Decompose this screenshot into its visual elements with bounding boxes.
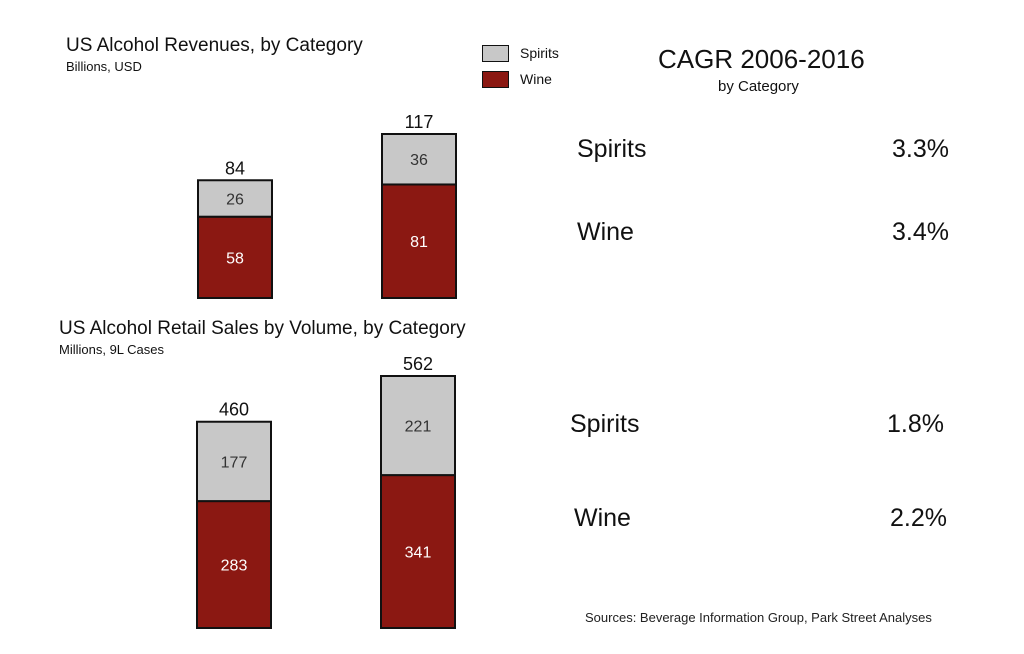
volume-bar-1-wine-segment xyxy=(196,500,272,630)
volume-chart-subtitle: Millions, 9L Cases xyxy=(59,342,165,357)
revenue-bar-1-wine-segment xyxy=(197,215,273,299)
volume-bar-2-wine-label: 341 xyxy=(405,545,432,562)
cagr-volume-spirits-value: 1.8% xyxy=(887,410,944,438)
revenue-bar-2-total-label: 117 xyxy=(405,112,434,132)
revenue-bar-2-spirits-segment xyxy=(381,133,457,186)
legend-swatch-wine xyxy=(482,71,509,88)
revenue-bar-2-wine-segment xyxy=(381,183,457,299)
revenue-bar-2-spirits-label: 36 xyxy=(410,152,428,169)
revenue-chart-subtitle: Billions, USD xyxy=(66,59,142,74)
volume-bar-1-wine-label: 283 xyxy=(221,558,248,575)
volume-bar-2-spirits-label: 221 xyxy=(405,419,432,436)
revenue-bar-2-wine-label: 81 xyxy=(410,234,428,251)
revenue-chart-title: US Alcohol Revenues, by Category xyxy=(66,35,363,56)
source-note: Sources: Beverage Information Group, Par… xyxy=(585,610,932,625)
volume-bar-1-spirits-segment xyxy=(196,420,272,503)
cagr-revenue-spirits-value: 3.3% xyxy=(892,135,949,163)
cagr-subtitle: by Category xyxy=(718,78,799,95)
volume-chart-title: US Alcohol Retail Sales by Volume, by Ca… xyxy=(59,318,466,339)
revenue-bar-1-spirits-segment xyxy=(197,179,273,218)
volume-bar-2-wine-segment xyxy=(380,474,456,630)
revenue-bar-1-total-label: 84 xyxy=(225,158,245,178)
volume-bar-1-total-label: 460 xyxy=(219,400,249,420)
cagr-volume-spirits-label: Spirits xyxy=(570,410,640,438)
volume-bar-2-total-label: 562 xyxy=(403,354,433,374)
revenue-bar-1-spirits-label: 26 xyxy=(226,191,244,208)
legend-label-wine: Wine xyxy=(520,71,552,87)
legend-label-spirits: Spirits xyxy=(520,45,559,61)
cagr-revenue-wine-label: Wine xyxy=(577,218,634,246)
cagr-revenue-spirits-label: Spirits xyxy=(577,135,647,163)
revenue-bar-1-wine-label: 58 xyxy=(226,250,244,267)
cagr-title: CAGR 2006-2016 xyxy=(658,44,865,74)
legend-swatch-spirits xyxy=(482,45,509,62)
volume-bar-2-spirits-segment xyxy=(380,375,456,477)
volume-bar-1-spirits-label: 177 xyxy=(221,454,248,471)
cagr-volume-wine-label: Wine xyxy=(574,504,631,532)
cagr-revenue-wine-value: 3.4% xyxy=(892,218,949,246)
cagr-volume-wine-value: 2.2% xyxy=(890,504,947,532)
